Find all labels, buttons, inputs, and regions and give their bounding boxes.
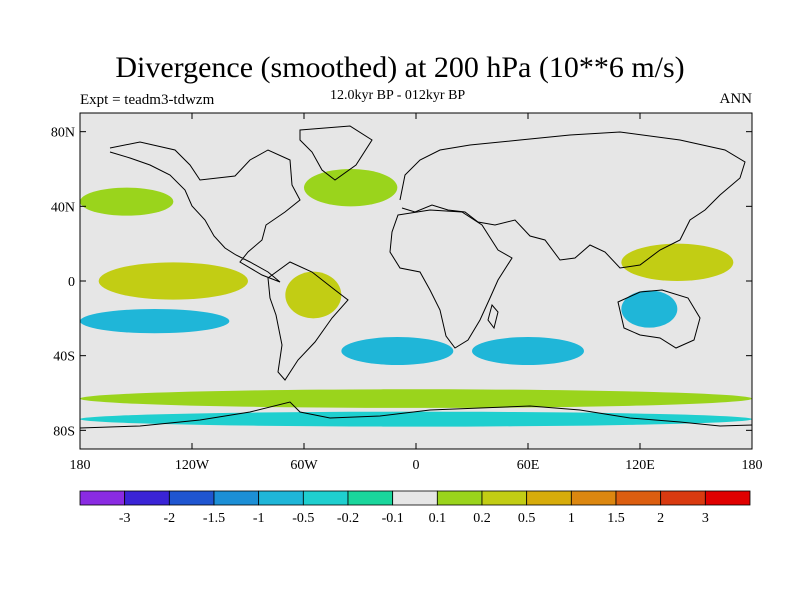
colorbar-swatch — [302, 490, 349, 506]
colorbar-label: 3 — [702, 511, 709, 526]
coastline-north-america — [109, 141, 301, 283]
lon-tick-label: 0 — [413, 458, 420, 473]
lon-tick-label: 120E — [625, 458, 655, 473]
contour-region-8 — [80, 389, 752, 408]
coastline-australia — [617, 289, 701, 349]
colorbar-label: 1.5 — [607, 511, 625, 526]
season-label: ANN — [719, 91, 753, 107]
colorbar-swatch — [124, 490, 170, 506]
contour-region-11 — [80, 187, 174, 216]
lon-tick-label: 60E — [517, 458, 540, 473]
contour-region-3 — [285, 271, 342, 319]
coastline-south-america — [267, 261, 349, 381]
contour-region-10 — [304, 169, 398, 207]
colorbar: -3 -2 -1.5 -1 -0.5 -0.2 -0.1 0.1 0.2 0.5 1 1.5 2 3 — [79, 490, 751, 526]
colorbar-swatch — [615, 490, 662, 506]
colorbar-swatch — [347, 490, 394, 506]
colorbar-swatch — [392, 490, 438, 506]
contour-region-2 — [80, 309, 230, 334]
contour-region-5 — [472, 337, 584, 365]
coastline-greenland — [299, 125, 373, 181]
contour-region-1 — [98, 262, 249, 300]
chart-title: Divergence (smoothed) at 200 hPa (10**6 … — [115, 51, 685, 84]
colorbar-label: 1 — [568, 511, 575, 526]
contour-fill-layer — [80, 169, 752, 427]
latitude-axis: 80N 40N 0 40S 80S — [51, 126, 752, 439]
lat-tick-label: 0 — [68, 275, 75, 290]
coastline-africa — [389, 209, 513, 349]
contour-region-6 — [621, 243, 734, 281]
contour-region-7 — [621, 290, 678, 328]
colorbar-swatch — [168, 490, 215, 506]
coastline-madagascar — [487, 303, 499, 330]
lon-tick-label: 60W — [290, 458, 318, 473]
colorbar-label: -1 — [253, 511, 265, 526]
colorbar-swatch — [570, 490, 617, 506]
colorbar-swatch — [704, 490, 751, 506]
colorbar-swatch — [436, 490, 483, 506]
time-range-subtitle: 12.0kyr BP - 012kyr BP — [330, 88, 466, 103]
lat-tick-label: 40N — [51, 200, 75, 215]
lat-tick-label: 80N — [51, 126, 75, 141]
colorbar-swatch — [660, 490, 706, 506]
lon-tick-label: 180 — [742, 458, 763, 473]
colorbar-label: -0.5 — [292, 511, 314, 526]
colorbar-label: -1.5 — [203, 511, 225, 526]
lon-tick-label: 120W — [175, 458, 210, 473]
colorbar-label: 0.1 — [429, 511, 447, 526]
contour-region-4 — [341, 337, 454, 365]
experiment-label: Expt = teadm3-tdwzm — [80, 92, 215, 108]
colorbar-label: 0.5 — [518, 511, 536, 526]
longitude-axis: 180 120W 60W 0 60E 120E 180 — [70, 113, 763, 473]
contour-region-9 — [80, 411, 752, 427]
coastlines — [80, 125, 752, 429]
lat-tick-label: 80S — [53, 424, 75, 439]
colorbar-swatch — [526, 490, 572, 506]
colorbar-swatch — [258, 490, 304, 506]
colorbar-label: 0.2 — [473, 511, 491, 526]
colorbar-label: -2 — [163, 511, 175, 526]
lat-tick-label: 40S — [53, 350, 75, 365]
colorbar-label: -0.1 — [382, 511, 404, 526]
colorbar-swatch — [213, 490, 260, 506]
colorbar-swatch — [79, 490, 126, 506]
colorbar-label: -0.2 — [337, 511, 359, 526]
colorbar-label: -3 — [119, 511, 131, 526]
coastline-antarctica — [80, 401, 752, 429]
coastline-eurasia — [399, 131, 746, 269]
colorbar-swatch — [481, 490, 528, 506]
lon-tick-label: 180 — [70, 458, 91, 473]
colorbar-label: 2 — [657, 511, 664, 526]
